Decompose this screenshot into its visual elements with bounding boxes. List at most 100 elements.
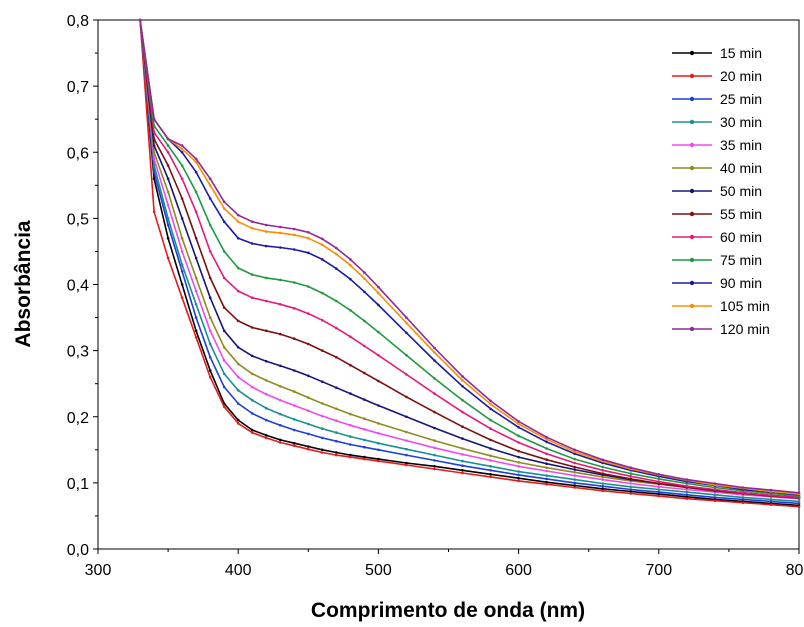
data-point (405, 453, 408, 457)
data-point (377, 422, 380, 425)
data-point (489, 473, 492, 476)
data-point (517, 470, 520, 473)
data-point (194, 236, 198, 240)
data-point (363, 271, 366, 274)
axis-ticks: 300 400 500 600 700 800 0,0 0,1 0,2 0,3 0,4 0,5 0,6 0… (67, 13, 804, 579)
data-point (321, 291, 324, 295)
data-point (573, 486, 576, 489)
data-point (236, 346, 240, 349)
legend-marker (689, 257, 695, 263)
y-tick-label: 0,6 (67, 145, 89, 162)
data-point (208, 177, 212, 180)
data-point (377, 291, 380, 295)
data-point (363, 319, 366, 323)
series-line (139, 19, 800, 499)
data-point (321, 318, 324, 322)
data-point (236, 319, 240, 323)
data-point (194, 160, 198, 164)
data-point (279, 441, 282, 444)
data-point (461, 379, 464, 382)
legend-label: 40 min (720, 160, 762, 176)
data-point (208, 355, 212, 359)
legend-marker (689, 142, 695, 148)
data-point (545, 437, 548, 441)
data-point (194, 336, 198, 339)
data-point (545, 469, 548, 473)
data-point (264, 299, 268, 303)
data-point (433, 459, 436, 462)
data-point (433, 359, 436, 362)
data-point (601, 482, 604, 485)
data-point (152, 170, 156, 174)
data-point (166, 151, 170, 154)
data-point (685, 497, 689, 501)
data-point (363, 290, 366, 294)
data-point (180, 236, 184, 240)
data-point (152, 210, 156, 214)
data-point (307, 422, 310, 426)
data-point (713, 486, 717, 489)
data-point (517, 434, 520, 438)
data-point (405, 439, 408, 442)
data-point (377, 457, 380, 461)
data-point (433, 439, 436, 442)
data-point (264, 393, 268, 396)
legend-item: 20 min (672, 68, 762, 84)
data-point (601, 469, 604, 472)
data-point (152, 157, 156, 161)
data-point (573, 481, 576, 485)
data-point (250, 428, 254, 432)
legend-item: 120 min (672, 321, 770, 337)
data-point (797, 500, 801, 503)
data-point (657, 485, 661, 489)
data-point (629, 482, 633, 485)
data-point (166, 144, 170, 147)
x-tick-label: 800 (786, 562, 804, 579)
data-point (279, 303, 282, 306)
data-point (208, 184, 212, 187)
legend-marker (689, 280, 695, 286)
data-point (335, 407, 338, 411)
data-point (573, 450, 576, 454)
data-point (517, 420, 520, 423)
data-point (433, 467, 436, 471)
data-point (236, 266, 240, 270)
data-point (166, 223, 170, 227)
data-point (236, 236, 240, 240)
data-point (321, 414, 324, 418)
data-point (264, 230, 268, 233)
legend-item: 75 min (672, 252, 762, 268)
data-point (433, 346, 436, 350)
legend-label: 75 min (720, 252, 762, 268)
data-point (194, 170, 198, 174)
data-point (489, 399, 492, 403)
legend-item: 25 min (672, 91, 762, 107)
data-point (363, 371, 366, 375)
legend-marker (689, 165, 695, 171)
data-point (152, 131, 156, 134)
data-point (363, 457, 366, 461)
legend-marker (689, 50, 695, 56)
data-point (293, 404, 296, 407)
data-point (293, 281, 296, 284)
data-point (405, 354, 408, 357)
data-point (349, 435, 352, 438)
data-point (222, 200, 226, 204)
data-point (264, 418, 268, 422)
data-point (769, 494, 773, 497)
y-tick-label: 0,0 (67, 542, 89, 559)
legend-label: 20 min (720, 68, 762, 84)
data-point (335, 453, 338, 457)
data-point (433, 446, 436, 450)
data-point (545, 458, 548, 462)
x-tick-label: 400 (225, 562, 252, 579)
data-point (405, 415, 408, 419)
data-point (545, 480, 548, 484)
data-point (405, 331, 408, 335)
data-point (236, 362, 240, 366)
data-point (573, 452, 576, 456)
data-point (250, 273, 254, 276)
data-point (321, 427, 324, 431)
data-point (264, 406, 268, 410)
data-point (152, 151, 156, 154)
